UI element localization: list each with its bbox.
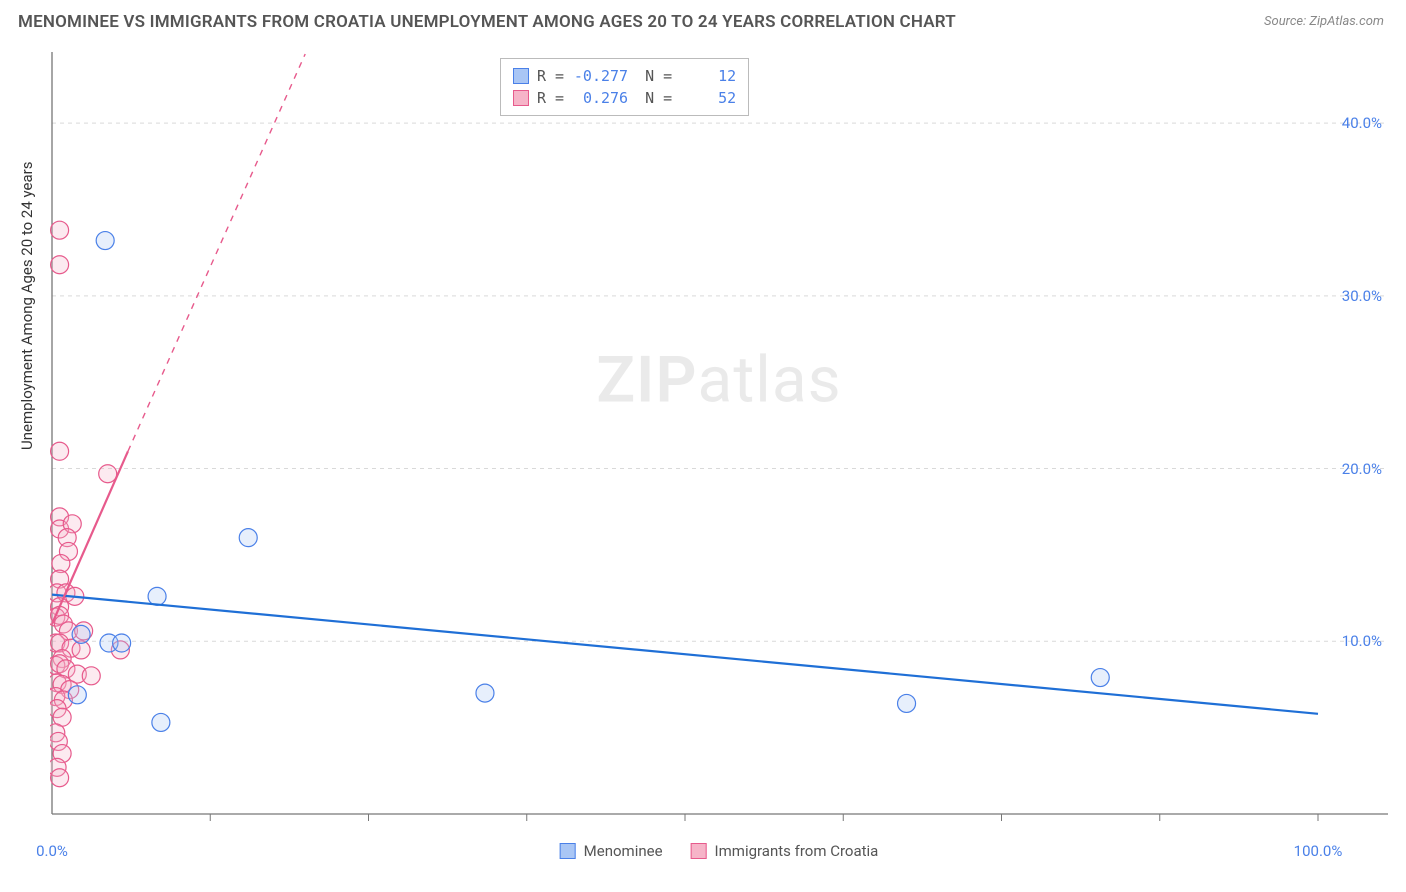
- swatch-croatia: [691, 843, 707, 859]
- legend-label: Immigrants from Croatia: [715, 842, 879, 860]
- swatch-menominee: [560, 843, 576, 859]
- y-tick-label: 40.0%: [1342, 114, 1382, 132]
- plot-area: ZIPatlas R =-0.277 N =12 R =0.276 N =52 …: [50, 52, 1388, 832]
- swatch-croatia: [513, 90, 529, 106]
- series-legend: Menominee Immigrants from Croatia: [560, 842, 879, 860]
- y-tick-label: 30.0%: [1342, 287, 1382, 305]
- correlation-legend: R =-0.277 N =12 R =0.276 N =52: [500, 58, 749, 116]
- x-tick-label: 0.0%: [36, 842, 68, 860]
- chart-title: MENOMINEE VS IMMIGRANTS FROM CROATIA UNE…: [18, 12, 956, 32]
- legend-item-menominee: Menominee: [560, 842, 663, 860]
- swatch-menominee: [513, 68, 529, 84]
- y-tick-label: 20.0%: [1342, 460, 1382, 478]
- legend-row-menominee: R =-0.277 N =12: [513, 65, 736, 87]
- y-tick-label: 10.0%: [1342, 632, 1382, 650]
- scatter-plot: [50, 52, 1388, 832]
- source-label: Source: ZipAtlas.com: [1264, 14, 1384, 29]
- legend-item-croatia: Immigrants from Croatia: [691, 842, 879, 860]
- legend-label: Menominee: [584, 842, 663, 860]
- x-tick-label: 100.0%: [1294, 842, 1343, 860]
- y-axis-label: Unemployment Among Ages 20 to 24 years: [18, 162, 36, 450]
- legend-row-croatia: R =0.276 N =52: [513, 87, 736, 109]
